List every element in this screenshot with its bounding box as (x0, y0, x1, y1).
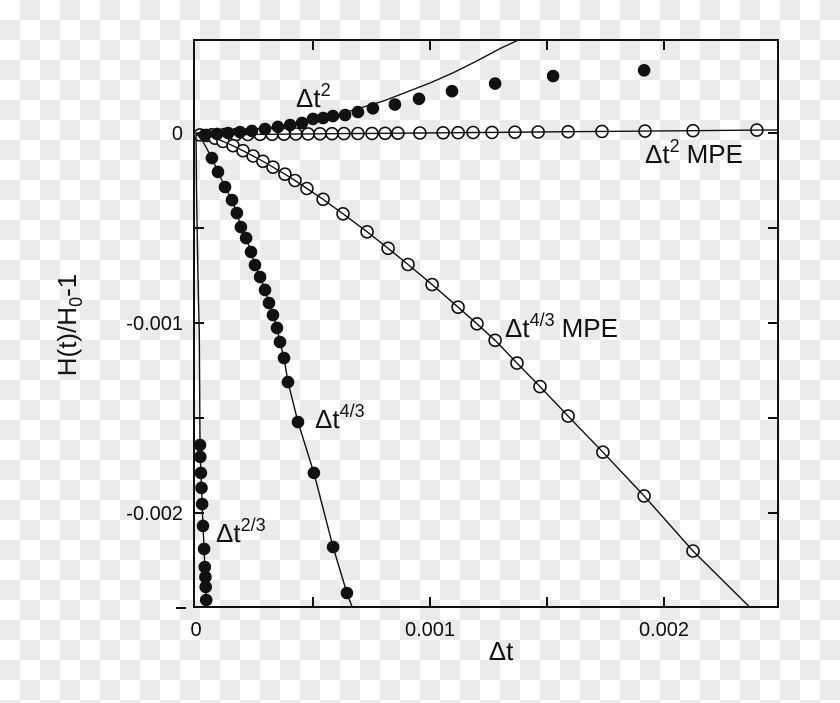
data-point-dt43 (211, 165, 225, 179)
data-point-dt2 (316, 111, 330, 125)
data-point-dt43 (248, 258, 262, 272)
data-point-dt2 (388, 98, 402, 111)
x-axis-title: Δt (489, 636, 514, 666)
data-point-dt23 (198, 560, 212, 574)
data-point-dt2 (221, 126, 235, 140)
x-tick-label: 0.001 (405, 619, 455, 641)
data-point-dt43 (234, 220, 248, 234)
y-tick-label: -0.002 (126, 503, 183, 525)
data-point-dt43 (218, 180, 232, 194)
series-line-dt23 (195, 132, 208, 608)
data-point-dt2 (198, 128, 212, 142)
data-point-dt43 (270, 321, 284, 335)
y-tick-label: 0 (172, 123, 183, 145)
data-point-dt2 (258, 122, 272, 136)
data-point-dt43 (244, 245, 258, 259)
data-point-dt23 (199, 580, 212, 594)
series-dt43 (195, 132, 354, 608)
data-point-dt2 (488, 77, 502, 90)
data-point-dt23 (197, 542, 211, 556)
data-point-dt43 (340, 586, 354, 600)
data-point-dt2 (546, 69, 560, 83)
data-point-dt2 (326, 109, 340, 123)
label-dt2: Δt2 (296, 80, 331, 113)
data-point-dt2 (283, 118, 297, 132)
data-point-dt23 (196, 519, 210, 533)
data-point-dt43 (258, 283, 272, 297)
data-point-dt2 (338, 108, 352, 122)
series-line-dt2 (195, 40, 519, 134)
data-point-dt43 (239, 231, 253, 245)
data-point-dt2 (637, 64, 651, 77)
label-dt2-mpe: Δt2 MPE (645, 136, 743, 169)
series-line-dt43_mpe (195, 132, 752, 608)
axis-tick-labels: 0 0.001 0.002 0 -0.001 -0.002 (126, 123, 689, 641)
data-point-dt2 (233, 125, 247, 139)
data-point-dt23 (199, 593, 213, 607)
data-point-dt43 (273, 335, 287, 349)
data-point-dt2 (295, 116, 309, 130)
data-point-dt2 (351, 105, 365, 119)
data-point-dt43 (230, 206, 244, 220)
y-axis-title: H(t)/H0-1 (52, 274, 86, 376)
data-point-dt43 (277, 351, 291, 365)
y-tick-label: -0.001 (126, 313, 183, 335)
data-point-dt43 (281, 375, 295, 389)
data-point-dt23 (199, 570, 212, 584)
x-tick-label: 0 (190, 619, 201, 641)
data-point-dt23 (193, 438, 207, 452)
data-point-dt2 (412, 92, 426, 106)
label-dt43-mpe: Δt4/3 MPE (505, 310, 618, 343)
data-point-dt43 (291, 415, 305, 429)
label-dt43: Δt4/3 (315, 401, 365, 434)
data-point-dt43 (205, 151, 219, 165)
data-point-dt23 (194, 466, 208, 480)
series-dt23 (193, 132, 213, 608)
data-point-dt43 (307, 466, 321, 480)
data-point-dt43 (262, 296, 276, 310)
data-point-dt2 (210, 127, 224, 141)
series-dt43_mpe (195, 128, 752, 608)
label-dt23: Δt2/3 (216, 515, 266, 548)
data-point-dt43 (266, 308, 280, 322)
series-dt2 (195, 40, 651, 142)
data-point-dt23 (194, 450, 207, 464)
plot-border (193, 39, 779, 608)
data-point-dt23 (195, 481, 208, 495)
data-point-dt43 (253, 270, 267, 284)
data-point-dt2 (306, 112, 320, 126)
data-point-dt2 (366, 102, 380, 115)
x-tick-label: 0.002 (639, 619, 689, 641)
data-point-dt2 (445, 84, 459, 98)
series-layer (193, 40, 779, 608)
data-point-dt2 (271, 120, 285, 134)
data-point-dt43 (326, 540, 340, 554)
data-point-dt43 (225, 193, 239, 207)
data-point-dt2 (245, 124, 259, 138)
data-point-dt23 (195, 497, 209, 511)
